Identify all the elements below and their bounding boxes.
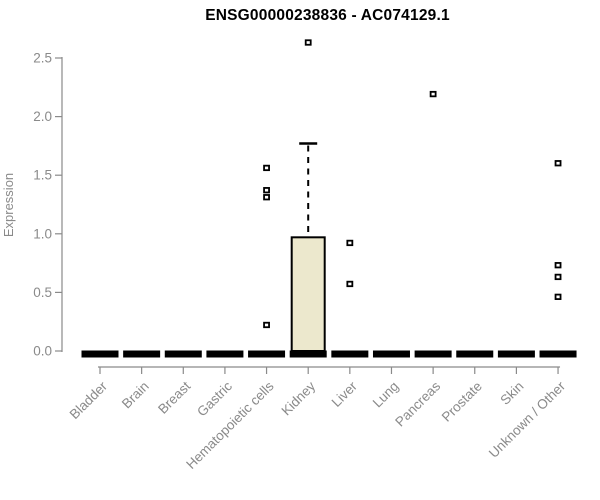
median-bar (414, 350, 452, 358)
median-bar (164, 350, 202, 358)
x-category-label: Breast (155, 378, 193, 416)
median-bar (331, 350, 369, 358)
y-tick-label: 1.0 (33, 226, 52, 241)
x-category-label: Brain (119, 379, 152, 412)
x-category-label: Liver (329, 378, 361, 410)
y-axis-title: Expression (1, 172, 16, 238)
box-rect (290, 236, 326, 352)
outlier-point (554, 262, 562, 269)
y-tick-label: 0.0 (33, 344, 52, 359)
outlier-point (554, 273, 562, 281)
outlier-point (554, 293, 562, 300)
median-bar (248, 350, 286, 358)
chart-title: ENSG00000238836 - AC074129.1 (205, 7, 450, 24)
median-bar (539, 350, 577, 358)
outlier-point (429, 90, 437, 98)
x-category-label: Lung (370, 379, 402, 411)
y-tick-label: 1.5 (33, 168, 52, 183)
x-category-label: Gastric (194, 378, 235, 419)
outlier-point (346, 280, 354, 288)
outlier-point (263, 321, 270, 329)
outlier-point (346, 239, 354, 247)
median-bar (206, 350, 244, 358)
y-tick-label: 2.0 (33, 109, 52, 124)
y-tick-label: 2.5 (33, 51, 52, 66)
median-bar (81, 350, 119, 358)
outlier-point (263, 194, 270, 201)
median-bar (456, 350, 494, 358)
x-category-label: Prostate (439, 379, 485, 425)
median-bar (372, 350, 410, 358)
outlier-point (554, 160, 562, 167)
outlier-point (304, 39, 312, 46)
outlier-point (263, 164, 270, 172)
outlier-point (263, 187, 270, 194)
x-category-label: Kidney (279, 378, 319, 418)
median-bar (289, 350, 327, 358)
x-category-label: Unknown / Other (486, 378, 569, 461)
median-bar (497, 350, 535, 358)
x-category-label: Pancreas (392, 378, 443, 429)
median-bar (123, 350, 161, 358)
x-category-label: Bladder (67, 378, 111, 422)
x-category-label: Skin (497, 379, 526, 408)
y-tick-label: 0.5 (33, 285, 52, 300)
